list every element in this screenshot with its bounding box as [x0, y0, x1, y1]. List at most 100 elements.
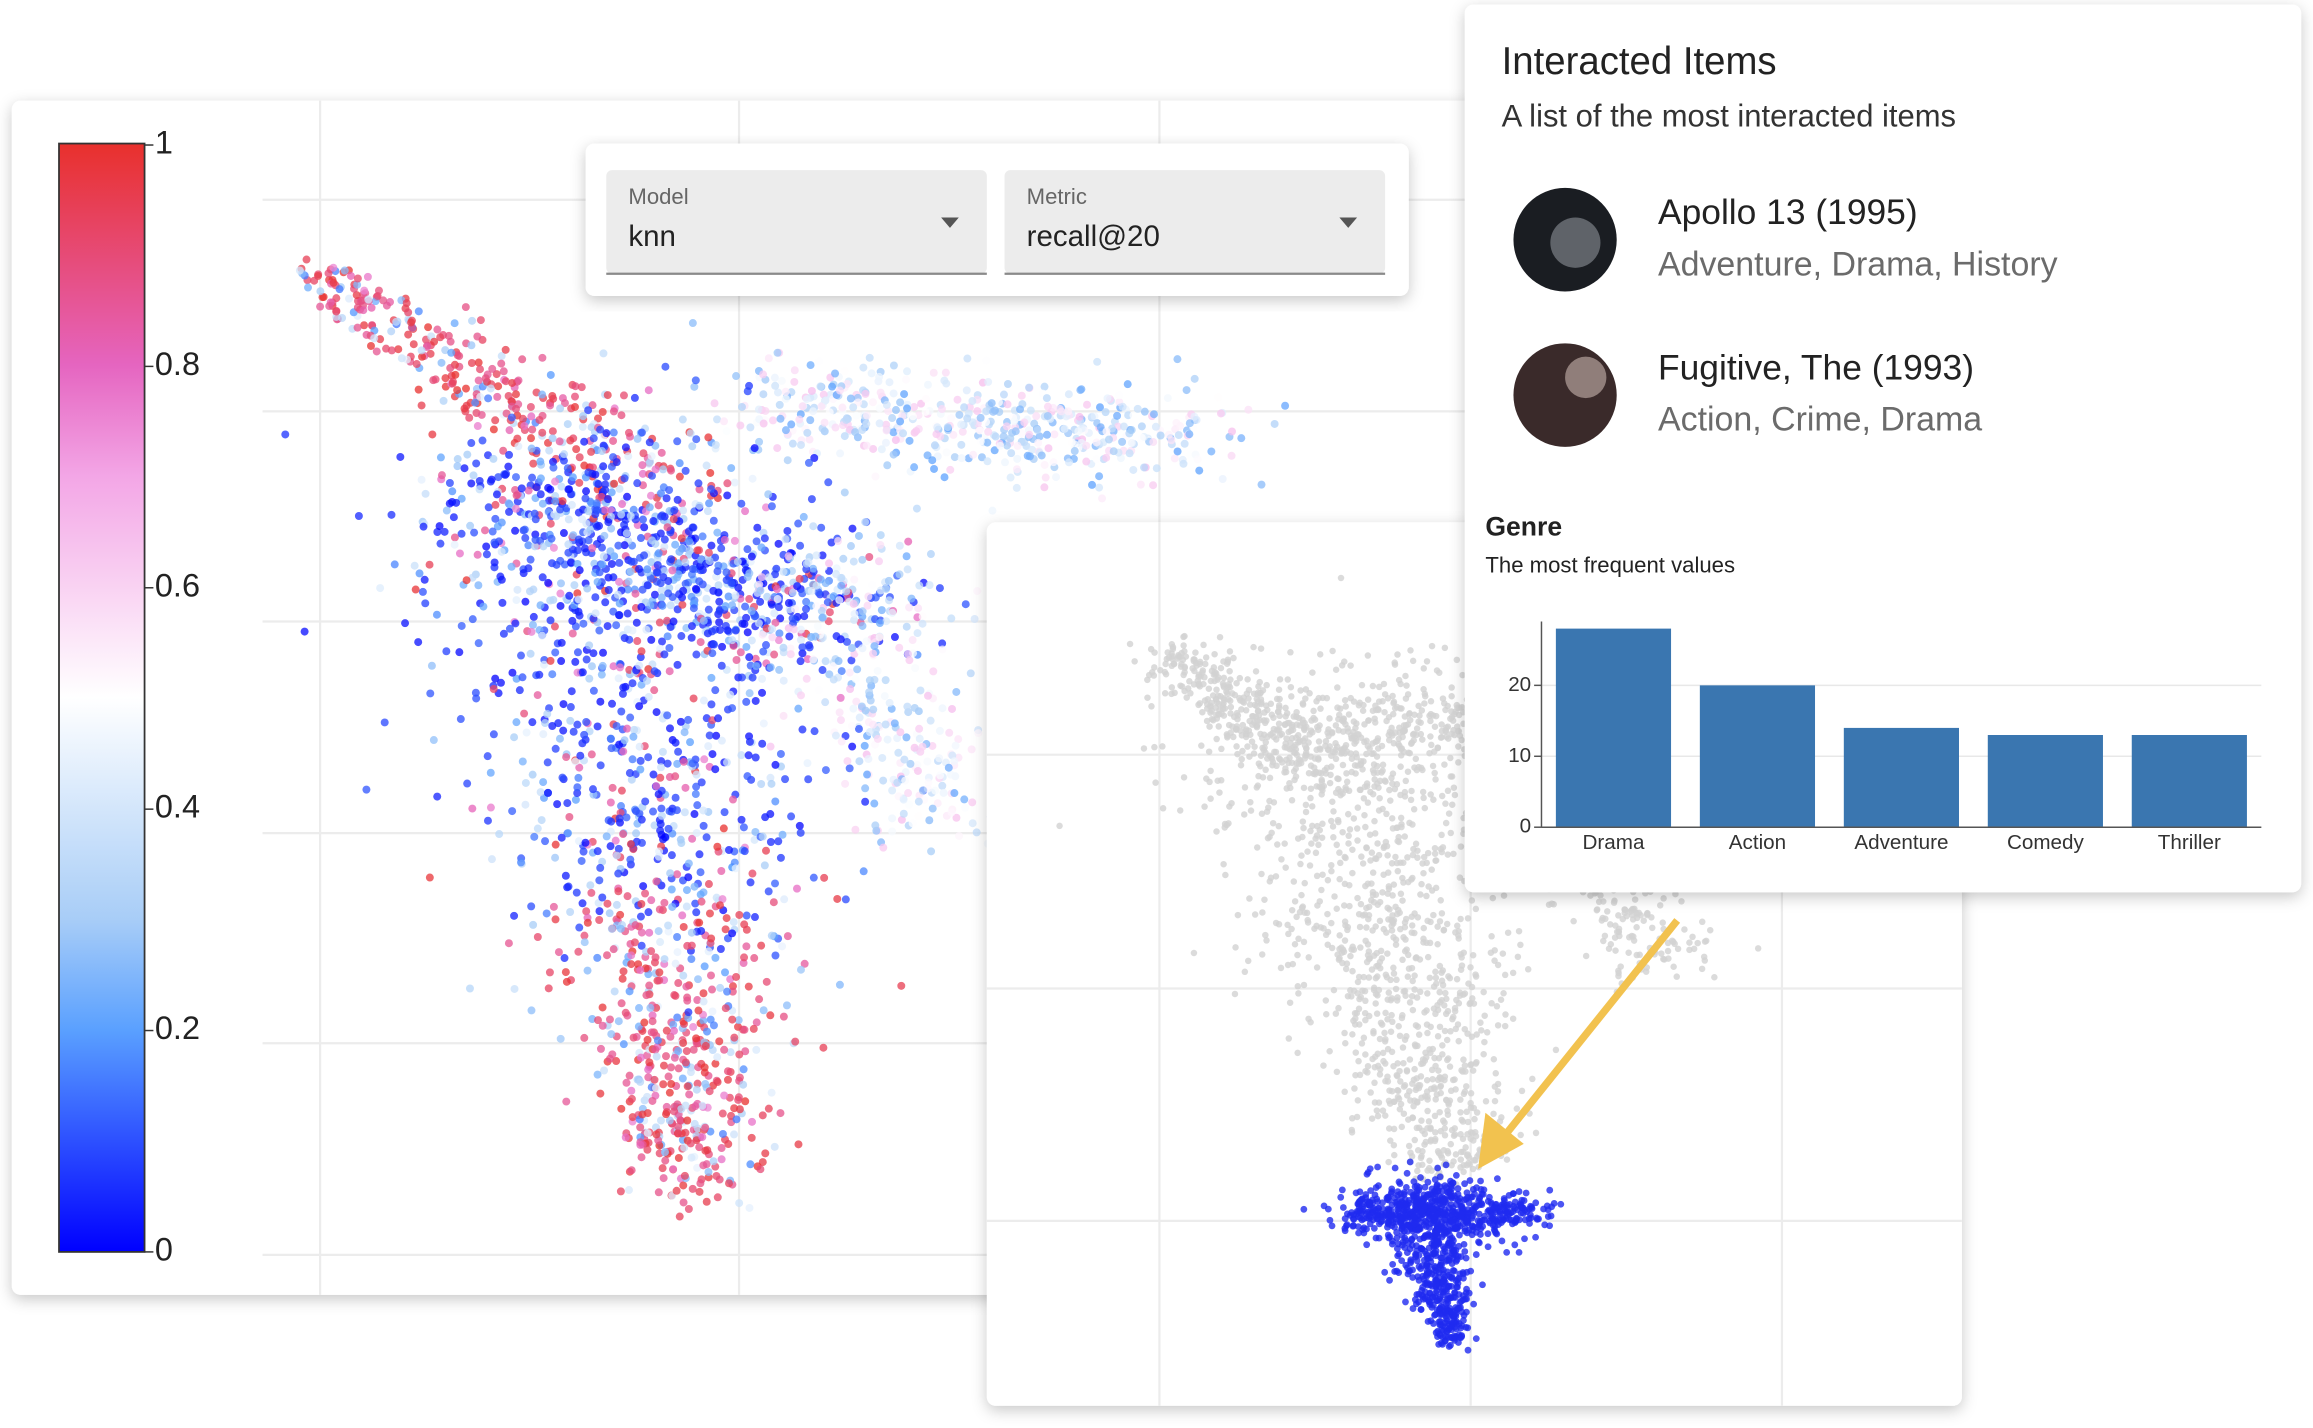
scatter-point	[605, 1015, 614, 1024]
scatter-point	[652, 1130, 661, 1139]
scatter-point	[664, 927, 673, 936]
scatter-point	[1346, 826, 1354, 833]
scatter-point	[521, 778, 530, 787]
scatter-point	[1067, 438, 1076, 447]
scatter-point	[1318, 886, 1325, 894]
scatter-point	[392, 317, 401, 326]
scatter-point	[457, 621, 466, 630]
scatter-point	[637, 815, 646, 824]
scatter-point	[756, 586, 765, 595]
scatter-point	[1457, 1156, 1465, 1163]
scatter-point	[1365, 955, 1373, 963]
scatter-point	[773, 595, 782, 604]
scatter-point	[1417, 891, 1424, 898]
scatter-point	[1203, 717, 1211, 725]
scatter-point	[891, 406, 900, 415]
scatter-point	[1317, 746, 1324, 753]
scatter-point	[630, 938, 639, 947]
scatter-point	[1168, 690, 1175, 698]
scatter-point	[1233, 743, 1240, 750]
scatter-point	[1282, 740, 1289, 747]
scatter-point	[602, 429, 611, 438]
scatter-point	[1221, 705, 1229, 712]
scatter-point	[994, 398, 1003, 407]
scatter-point	[696, 638, 705, 647]
scatter-point	[604, 495, 613, 504]
scatter-point	[616, 924, 625, 933]
scatter-point	[1509, 969, 1517, 977]
select-field[interactable]	[606, 170, 987, 274]
scatter-point	[510, 733, 519, 742]
scatter-point	[1432, 1135, 1439, 1143]
scatter-point	[905, 800, 914, 809]
scatter-point	[958, 427, 967, 436]
scatter-point	[747, 607, 756, 616]
scatter-point	[529, 612, 538, 621]
scatter-point	[650, 821, 659, 830]
scatter-point	[619, 747, 628, 756]
scatter-point	[854, 531, 863, 540]
scatter-point	[1307, 785, 1315, 792]
scatter-point	[1151, 664, 1158, 671]
scatter-point	[494, 473, 503, 482]
scatter-point	[860, 741, 869, 750]
scatter-point	[533, 691, 542, 700]
scatter-point	[533, 933, 542, 942]
scatter-point	[514, 376, 523, 385]
scatter-point	[758, 630, 767, 639]
scatter-point	[905, 436, 914, 445]
scatter-point	[723, 1067, 732, 1076]
scatter-point	[1362, 823, 1369, 831]
scatter-point	[929, 368, 938, 377]
colorbar	[58, 142, 146, 1253]
scatter-point	[1379, 767, 1386, 774]
scatter-point	[1420, 853, 1428, 861]
scatter-point	[1224, 684, 1231, 692]
scatter-point	[796, 691, 805, 700]
scatter-point	[1377, 1019, 1385, 1027]
scatter-point	[346, 271, 355, 280]
scatter-point	[1392, 985, 1400, 993]
scatter-point	[1275, 704, 1283, 712]
scatter-point	[796, 965, 805, 974]
scatter-point	[463, 779, 472, 788]
scatter-point	[497, 352, 506, 361]
scatter-point	[751, 827, 760, 836]
scatter-point	[470, 528, 479, 537]
scatter-point	[667, 885, 676, 894]
scatter-point	[725, 1179, 733, 1188]
scatter-point	[897, 815, 906, 824]
scatter-point	[486, 803, 495, 812]
scatter-point	[599, 648, 608, 657]
scatter-point	[637, 838, 646, 847]
scatter-point	[774, 539, 783, 548]
scatter-point	[671, 540, 680, 549]
scatter-point	[643, 1035, 652, 1044]
scatter-point	[603, 951, 611, 960]
scatter-point	[764, 490, 773, 499]
scatter-point	[404, 330, 413, 339]
scatter-point	[421, 599, 430, 608]
scatter-point	[1202, 654, 1210, 661]
scatter-point	[1436, 1023, 1444, 1031]
scatter-point	[734, 1016, 743, 1025]
scatter-point	[694, 1006, 703, 1015]
scatter-point	[1457, 1148, 1465, 1156]
scatter-point	[1393, 1071, 1401, 1079]
scatter-point	[507, 413, 516, 422]
scatter-point	[689, 694, 698, 703]
scatter-point	[1400, 879, 1407, 886]
scatter-point	[636, 966, 645, 975]
scatter-point	[1342, 1040, 1349, 1047]
scatter-point	[719, 824, 728, 833]
scatter-point	[871, 821, 880, 830]
select-field[interactable]	[1004, 170, 1386, 274]
scatter-point	[1447, 715, 1454, 722]
scatter-point	[623, 892, 632, 901]
scatter-point	[673, 495, 682, 504]
scatter-point	[1254, 717, 1261, 724]
scatter-point	[705, 556, 714, 565]
scatter-point	[779, 567, 788, 576]
scatter-point	[1447, 1140, 1455, 1148]
scatter-point	[759, 719, 768, 728]
